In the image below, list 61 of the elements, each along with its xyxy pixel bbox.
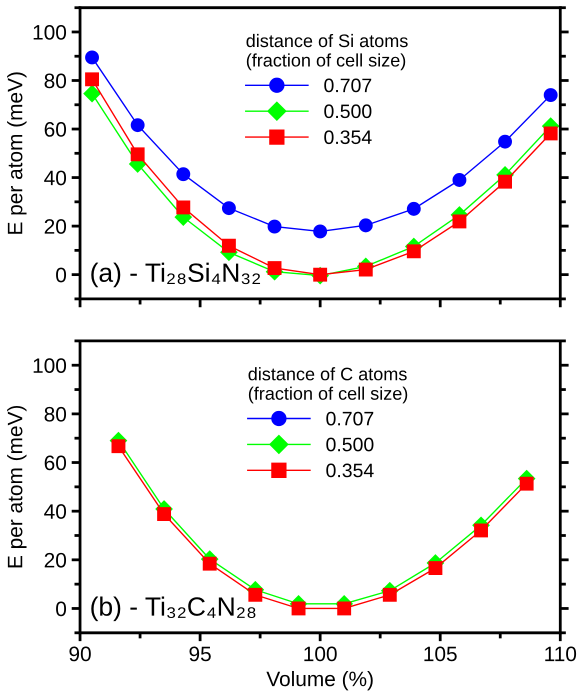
y-axis-title: E per atom (meV)	[7, 406, 27, 568]
point	[544, 88, 558, 102]
y-tick-label: 80	[44, 406, 66, 422]
point	[428, 561, 442, 576]
point	[268, 261, 282, 276]
annotation: (b) - Ti₃₂C₄N₂₈	[91, 596, 256, 622]
legend-label: 0.500	[326, 438, 374, 452]
point	[382, 588, 397, 602]
point	[358, 218, 373, 232]
y-tick-label: 40	[44, 170, 66, 186]
y-tick-label: 0	[56, 268, 66, 282]
point	[452, 214, 466, 228]
point	[313, 224, 328, 238]
x-tick-label: 110	[545, 646, 576, 662]
x-tick-label: 100	[304, 646, 337, 662]
point	[222, 238, 236, 253]
x-tick-label: 90	[69, 646, 91, 662]
x-axis-title: Volume (%)	[266, 670, 373, 690]
point	[176, 200, 190, 214]
y-tick-label: 60	[44, 122, 66, 137]
y-tick-label: 100	[34, 24, 66, 40]
point	[176, 167, 190, 182]
legend-title: distance of C atoms (fraction of cell size)	[248, 367, 408, 404]
legend-title: distance of Si atoms (fraction of cell size)	[246, 34, 408, 70]
point	[406, 244, 421, 258]
annotation: (a) - Ti₂₈Si₄N₃₂	[91, 262, 260, 288]
point	[452, 173, 466, 187]
point	[406, 202, 421, 216]
point	[157, 507, 172, 522]
point	[358, 262, 373, 276]
point	[268, 220, 282, 234]
y-tick-label: 40	[44, 504, 66, 519]
point	[544, 126, 558, 140]
legend-label: 0.707	[326, 412, 374, 426]
point	[202, 556, 217, 571]
y-tick-label: 100	[34, 358, 66, 373]
y-axis-title: E per atom (meV)	[7, 72, 27, 234]
x-tick-label: 105	[424, 646, 457, 662]
legend-label: 0.500	[324, 104, 372, 118]
y-tick-label: 20	[44, 552, 66, 568]
legend-label: 0.354	[324, 130, 372, 144]
point	[83, 85, 101, 102]
legend-label: 0.707	[324, 78, 372, 92]
point	[498, 134, 512, 149]
x-tick-label: 95	[189, 646, 211, 662]
point	[292, 602, 306, 616]
point	[85, 50, 99, 64]
point	[130, 118, 145, 132]
point	[112, 439, 126, 454]
point	[498, 174, 512, 189]
y-tick-label: 0	[56, 601, 66, 616]
y-tick-label: 20	[44, 219, 66, 234]
y-tick-label: 80	[44, 74, 66, 88]
point	[130, 147, 145, 162]
point	[222, 201, 236, 216]
point	[337, 602, 352, 616]
point	[520, 476, 534, 491]
point	[85, 72, 99, 86]
point	[474, 523, 488, 538]
legend-label: 0.354	[326, 464, 374, 478]
y-tick-label: 60	[44, 456, 66, 470]
